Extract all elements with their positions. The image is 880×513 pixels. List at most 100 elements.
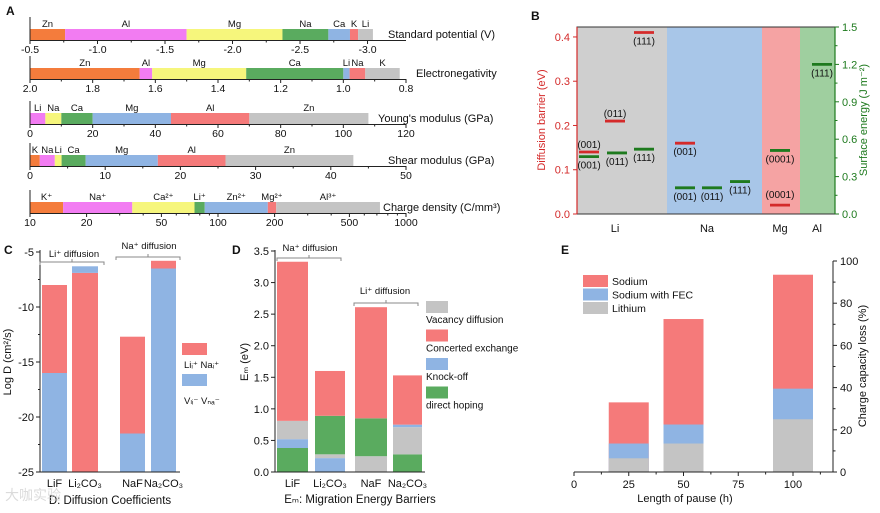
- bar-segment: [277, 439, 308, 449]
- y-tick-label: 2.5: [254, 309, 269, 321]
- bar-segment: [277, 448, 308, 472]
- segment-bar: [358, 29, 373, 40]
- group-label: Li⁺ diffusion: [49, 249, 99, 260]
- tick-label: 50: [156, 217, 168, 229]
- segment-label: Mg: [228, 19, 241, 30]
- legend-label: Sodium with FEC: [612, 290, 694, 302]
- segment-label: Ca: [68, 145, 81, 156]
- tick-label: 1.8: [85, 83, 100, 95]
- tick-label: 500: [341, 217, 359, 229]
- segment-label: Na: [47, 103, 60, 114]
- bar-segment: [277, 420, 308, 440]
- tick-label: 10: [24, 217, 36, 229]
- segment-bar: [132, 202, 195, 213]
- tick-label: -3.0: [358, 44, 376, 56]
- segment-bar: [276, 202, 380, 213]
- segment-bar: [139, 68, 153, 79]
- facet-label: (011): [701, 192, 724, 203]
- y-tick-label: -5: [24, 247, 34, 259]
- tick-label: 10: [99, 170, 111, 182]
- facet-label: (111): [729, 186, 751, 197]
- segment-bar: [30, 68, 140, 79]
- bar-segment: [315, 458, 345, 472]
- y-tick-label: 0.4: [555, 32, 570, 44]
- bar-segment: [42, 373, 67, 472]
- segment-label: Zn: [79, 58, 90, 69]
- segment-label: Al: [142, 58, 150, 69]
- legend-label: Vₗᵢ⁻ Vₙₐ⁻: [184, 396, 220, 407]
- group-label: Na⁺ diffusion: [282, 243, 337, 254]
- segment-bar: [204, 202, 268, 213]
- legend-label: Lithium: [612, 303, 646, 315]
- segment-label: Na: [351, 58, 364, 69]
- bar-segment: [277, 261, 308, 421]
- x-tick-label: 0: [571, 479, 577, 491]
- row-title: Young's modulus (GPa): [378, 113, 493, 125]
- tick-label: 1.0: [336, 83, 351, 95]
- segment-label: Li: [54, 145, 61, 156]
- segment-label: Li: [343, 58, 350, 69]
- group-bracket: [115, 254, 181, 260]
- segment-bar: [65, 29, 187, 40]
- y-tick-label: -25: [18, 467, 34, 479]
- facet-label: (111): [633, 37, 655, 48]
- y-tick-label: -10: [18, 302, 34, 314]
- legend-label: Concerted exchange: [426, 344, 519, 355]
- row-title: Electronegativity: [416, 68, 497, 80]
- segment-bar: [61, 155, 86, 166]
- segment-label: Al³⁺: [320, 192, 337, 203]
- tick-label: 30: [250, 170, 262, 182]
- category-band: [800, 27, 835, 214]
- legend-swatch: [426, 358, 448, 370]
- category-label: Li: [611, 223, 620, 235]
- y-tick-label: 0.1: [555, 165, 570, 177]
- watermark: 大咖实验: [5, 487, 61, 503]
- category-label: Na₂CO₃: [144, 478, 183, 490]
- tick-label: 120: [397, 128, 415, 140]
- segment-bar: [157, 155, 226, 166]
- segment-bar: [186, 29, 283, 40]
- legend-swatch: [426, 329, 448, 342]
- segment-bar: [225, 155, 354, 166]
- tick-label: 2.0: [23, 83, 38, 95]
- segment-bar: [61, 113, 93, 124]
- y2-tick-label: 0.3: [842, 172, 857, 184]
- facet-label: (0001): [766, 154, 795, 165]
- row-title: Charge density (C/mm³): [383, 202, 500, 214]
- bar-segment: [120, 336, 145, 434]
- facet-label: (011): [606, 157, 629, 168]
- legend-label: Vacancy diffusion: [426, 315, 503, 326]
- segment-bar: [194, 202, 205, 213]
- y-axis-title: Eₘ (eV): [239, 343, 251, 381]
- segment-bar: [349, 29, 359, 40]
- bar-segment: [315, 370, 345, 416]
- tick-label: 1.2: [273, 83, 288, 95]
- legend-swatch: [583, 288, 608, 301]
- tick-label: 200: [266, 217, 284, 229]
- group-bracket: [353, 300, 419, 306]
- segment-label: Mg: [115, 145, 128, 156]
- tick-label: 40: [325, 170, 337, 182]
- segment-label: Mg: [193, 58, 206, 69]
- segment-bar: [343, 68, 350, 79]
- y-tick-label: -15: [18, 357, 34, 369]
- segment-label: Zn: [284, 145, 295, 156]
- category-label: Li₂CO₃: [68, 478, 102, 490]
- legend-label: Liᵢ⁺ Naᵢ⁺: [184, 360, 219, 371]
- segment-bar: [365, 68, 400, 79]
- y-tick-label: 80: [840, 298, 852, 310]
- segment-label: Ca: [289, 58, 302, 69]
- tick-label: 1.6: [148, 83, 163, 95]
- segment-bar: [39, 155, 55, 166]
- panel-label: D: [232, 243, 241, 257]
- group-label: Li⁺ diffusion: [360, 286, 410, 297]
- segment-label: Mg²⁺: [261, 192, 282, 203]
- segment-bar: [92, 113, 171, 124]
- segment-label: Na⁺: [89, 192, 106, 203]
- tick-label: 0: [27, 128, 33, 140]
- y-tick-label: -20: [18, 412, 34, 424]
- bar-segment: [355, 307, 387, 419]
- tick-label: 40: [149, 128, 161, 140]
- segment-bar: [85, 155, 158, 166]
- facet-label: (001): [577, 161, 600, 172]
